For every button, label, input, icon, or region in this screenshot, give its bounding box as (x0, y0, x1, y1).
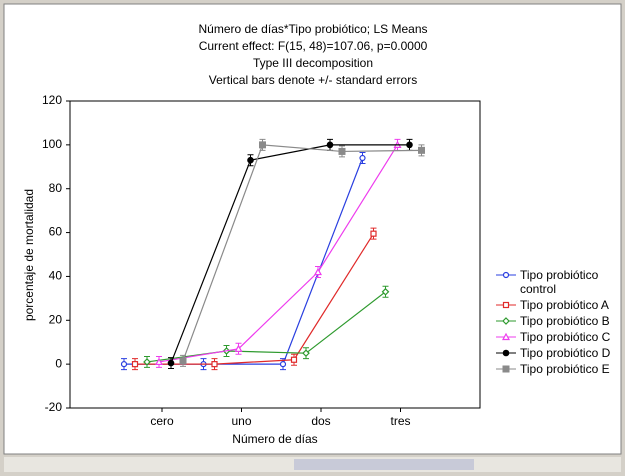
series-line (146, 291, 386, 363)
marker (131, 361, 139, 368)
y-tick-label: 120 (42, 93, 62, 107)
legend-label: Tipo probiótico C (520, 330, 611, 344)
legend-symbol (496, 365, 516, 373)
legend-marker (502, 349, 510, 357)
x-tick-label: cero (150, 414, 174, 428)
marker (179, 357, 187, 365)
marker (313, 267, 323, 276)
legend-marker (502, 301, 510, 309)
marker (247, 156, 254, 164)
y-tick-label: 40 (49, 269, 63, 283)
chart-background (3, 3, 622, 455)
y-tick-label: 60 (49, 225, 63, 239)
marker (167, 359, 175, 367)
legend-entry: Tipo probiótico A (494, 298, 620, 312)
marker (120, 361, 128, 368)
y-tick-label: 0 (55, 356, 62, 370)
legend-marker (502, 365, 510, 373)
x-tick-label: tres (390, 414, 410, 428)
marker (234, 344, 243, 352)
legend-entry: Tipo probiótico C (494, 330, 620, 344)
marker (279, 361, 287, 368)
marker (338, 147, 346, 155)
y-tick-label: 80 (49, 181, 63, 195)
marker (290, 356, 298, 363)
legend-label: Tipo probiótico D (520, 346, 611, 360)
y-axis-label: porcentaje de mortalidad (22, 189, 36, 321)
series-line (158, 144, 399, 363)
y-tick-label: -20 (45, 400, 63, 414)
subtitle: Current effect: F(15, 48)=107.06, p=0.00… (199, 39, 428, 53)
y-tick-label: 100 (42, 137, 62, 151)
legend-entry: Tipo probiótico B (494, 314, 620, 328)
marker (154, 357, 164, 366)
legend-symbol (496, 317, 516, 325)
legend-marker (502, 317, 510, 325)
marker (406, 141, 413, 149)
legend-entry: Tipo probiótico E (494, 362, 620, 376)
marker (370, 230, 377, 237)
chart-title: Número de días*Tipo probiótico; LS Means (198, 22, 427, 36)
marker (302, 349, 310, 358)
y-tick-label: 20 (49, 312, 63, 326)
marker (259, 141, 266, 149)
marker (143, 358, 151, 366)
legend-symbol (496, 271, 516, 279)
legend-symbol (496, 332, 516, 341)
series-line (182, 144, 422, 362)
legend-label: Tipo probiótico control (520, 268, 599, 296)
legend-marker (501, 332, 511, 341)
subtitle: Vertical bars denote +/- standard errors (209, 73, 417, 87)
marker (359, 154, 366, 162)
marker (381, 287, 390, 296)
legend-marker (502, 271, 510, 279)
series-line (170, 144, 410, 364)
x-axis-label: Número de días (232, 432, 317, 446)
series-line (135, 233, 375, 365)
legend-label: Tipo probiótico A (520, 298, 609, 312)
scrollbar-thumb[interactable] (294, 459, 474, 470)
x-tick-label: dos (311, 414, 330, 428)
legend: Tipo probiótico control Tipo probiótico A… (494, 268, 620, 378)
marker (211, 361, 218, 368)
x-tick-label: uno (231, 414, 251, 428)
marker (326, 141, 334, 149)
legend-symbol (496, 301, 516, 309)
marker (418, 146, 425, 154)
plot-frame (69, 100, 481, 409)
legend-entry: Tipo probiótico control (494, 268, 620, 296)
subtitle: Type III decomposition (253, 56, 373, 70)
legend-label: Tipo probiótico E (520, 362, 610, 376)
legend-entry: Tipo probiótico D (494, 346, 620, 360)
legend-symbol (496, 349, 516, 357)
legend-label: Tipo probiótico B (520, 314, 610, 328)
